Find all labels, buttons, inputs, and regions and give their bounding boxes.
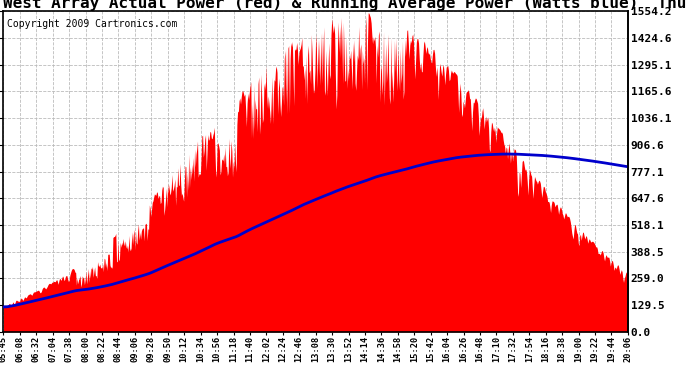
Text: West Array Actual Power (red) & Running Average Power (Watts blue)  Thu Jun 18 2: West Array Actual Power (red) & Running … [3, 0, 690, 11]
Text: Copyright 2009 Cartronics.com: Copyright 2009 Cartronics.com [7, 19, 177, 29]
